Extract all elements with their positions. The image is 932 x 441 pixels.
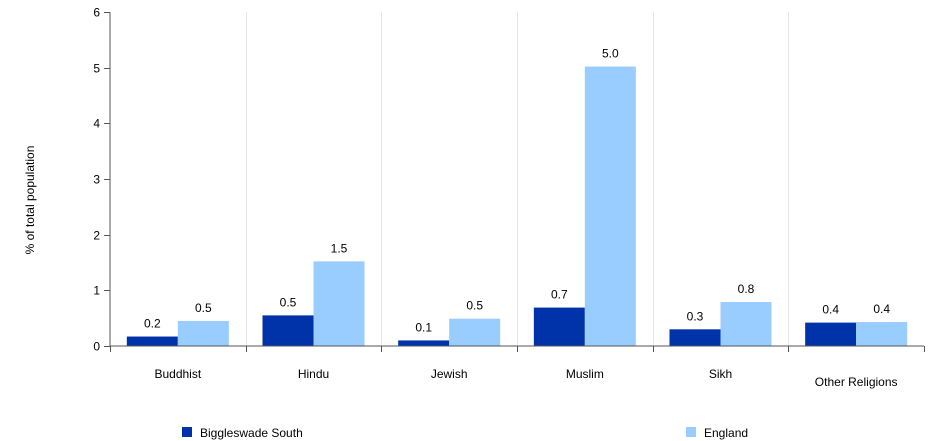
- y-tick-label: 4: [93, 117, 100, 131]
- y-tick-label: 5: [93, 62, 100, 76]
- data-labels: 0.2 0.5 0.5 1.5 0.1 0.5 0.7 5.0 0.3 0.8 0.4 0.4: [144, 47, 890, 335]
- y-tick-label: 3: [93, 173, 100, 187]
- bars: [126, 66, 908, 346]
- bar: [805, 322, 857, 346]
- bar: [584, 66, 636, 346]
- y-tick-label: 6: [93, 6, 100, 20]
- data-label: 0.8: [738, 282, 755, 296]
- y-axis-ticks: 0 1 2 3 4 5 6: [93, 6, 110, 354]
- x-axis-ticks: Buddhist Hindu Jewish Muslim Sikh Other Relig…: [110, 346, 925, 389]
- y-tick-label: 0: [93, 340, 100, 354]
- data-label: 5.0: [602, 47, 619, 61]
- legend-label: Biggleswade South: [200, 426, 303, 440]
- data-label: 0.4: [822, 303, 839, 317]
- legend-swatch: [182, 427, 192, 437]
- y-axis-title: % of total population: [23, 146, 37, 255]
- y-tick-label: 2: [93, 229, 100, 243]
- bar: [720, 302, 772, 346]
- data-label: 0.5: [280, 295, 297, 309]
- data-label: 0.2: [144, 317, 161, 331]
- bar: [533, 307, 585, 346]
- x-tick-label: Other Religions: [815, 375, 898, 389]
- bar: [449, 318, 501, 346]
- data-label: 0.5: [466, 299, 483, 313]
- x-tick-label: Buddhist: [154, 367, 201, 381]
- bar: [398, 340, 450, 346]
- data-label: 0.5: [195, 301, 212, 315]
- data-label: 0.7: [551, 288, 568, 302]
- bar: [262, 315, 314, 346]
- bar: [313, 261, 365, 346]
- y-tick-label: 1: [93, 284, 100, 298]
- legend-swatch: [686, 427, 696, 437]
- x-tick-label: Jewish: [431, 367, 468, 381]
- grid-lines: [246, 12, 789, 346]
- legend-label: England: [704, 426, 748, 440]
- bar: [856, 322, 908, 346]
- bar: [177, 320, 229, 346]
- data-label: 0.3: [687, 309, 704, 323]
- x-tick-label: Muslim: [566, 367, 604, 381]
- data-label: 0.4: [873, 302, 890, 316]
- data-label: 0.1: [415, 320, 432, 334]
- bar: [669, 329, 721, 346]
- x-tick-label: Sikh: [709, 367, 732, 381]
- x-tick-label: Hindu: [298, 367, 329, 381]
- bar: [126, 336, 178, 346]
- legend: Biggleswade South England: [182, 426, 748, 440]
- data-label: 1.5: [331, 241, 348, 255]
